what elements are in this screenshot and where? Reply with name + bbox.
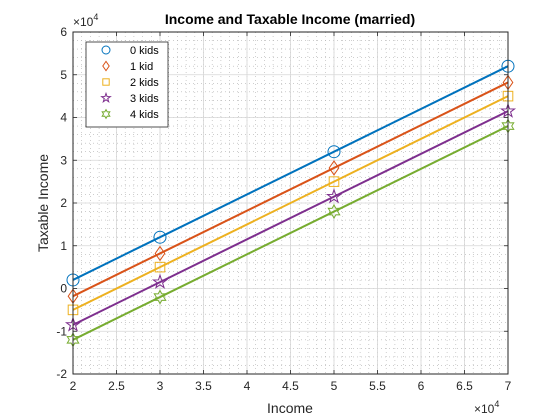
series-layer — [64, 59, 517, 348]
x-tick-label: 7 — [505, 379, 512, 393]
x-tick-labels: 2 2.5 3 3.5 4 4.5 5 5.5 6 6.5 7 — [70, 379, 512, 393]
x-tick-label: 2 — [70, 379, 77, 393]
series-line — [72, 95, 509, 311]
legend-marker — [101, 108, 111, 120]
y-tick-label: 2 — [60, 196, 67, 210]
x-exponent: 4 — [494, 399, 499, 409]
data-point — [325, 188, 343, 204]
y-tick-label: 5 — [60, 68, 67, 82]
y-tick-label: -2 — [56, 367, 67, 381]
legend-label: 4 kids — [130, 109, 159, 121]
data-point — [328, 160, 340, 176]
legend-marker — [102, 78, 110, 86]
legend-marker — [101, 45, 111, 55]
y-tick-label: 3 — [60, 153, 67, 167]
legend: 0 kids 1 kid 2 kids 3 kids 4 kids — [85, 41, 169, 128]
x-tick-label: 6 — [418, 379, 425, 393]
x-tick-label: 4.5 — [282, 379, 299, 393]
y-tick-label: 4 — [60, 111, 67, 125]
data-point — [154, 245, 166, 262]
legend-label: 1 kid — [130, 61, 153, 73]
series-line — [72, 65, 509, 281]
x-axis-label: Income — [267, 400, 313, 416]
y-axis-label: Taxable Income — [35, 154, 51, 252]
x-tick-label: 4 — [244, 379, 251, 393]
x-tick-label: 5 — [331, 379, 338, 393]
data-point — [154, 261, 166, 273]
legend-label: 2 kids — [130, 77, 159, 89]
x-tick-label: 5.5 — [369, 379, 386, 393]
x-tick-label: 2.5 — [108, 379, 125, 393]
legend-label: 3 kids — [130, 93, 159, 105]
legend-box — [85, 41, 169, 128]
series-line — [72, 81, 509, 298]
y-tick-label: 1 — [60, 239, 67, 253]
y-tick-label: 6 — [60, 25, 67, 39]
data-point — [327, 145, 341, 159]
y-tick-label: 0 — [60, 282, 67, 296]
chart-title: Income and Taxable Income (married) — [165, 11, 415, 27]
data-point — [151, 273, 169, 289]
x-tick-label: 6.5 — [456, 379, 473, 393]
ticks — [72, 31, 509, 375]
series-line — [72, 110, 509, 326]
x-multiplier: ×10 — [474, 402, 495, 416]
y-tick-labels: -2 -1 0 1 2 3 4 5 6 — [56, 25, 67, 381]
x-tick-label: 3 — [157, 379, 164, 393]
legend-label: 0 kids — [130, 45, 159, 57]
data-point — [327, 203, 341, 220]
y-tick-label: -1 — [56, 324, 67, 338]
y-exponent: 4 — [93, 12, 98, 22]
data-point — [153, 230, 167, 244]
series-line — [72, 125, 509, 341]
x-tick-label: 3.5 — [195, 379, 212, 393]
data-point — [153, 289, 167, 305]
data-point — [328, 176, 340, 187]
legend-marker — [100, 91, 112, 103]
legend-marker — [102, 60, 110, 72]
x-exponent-label: ×104 — [474, 399, 499, 416]
y-multiplier: ×10 — [73, 15, 94, 29]
y-exponent-label: ×104 — [73, 12, 98, 29]
